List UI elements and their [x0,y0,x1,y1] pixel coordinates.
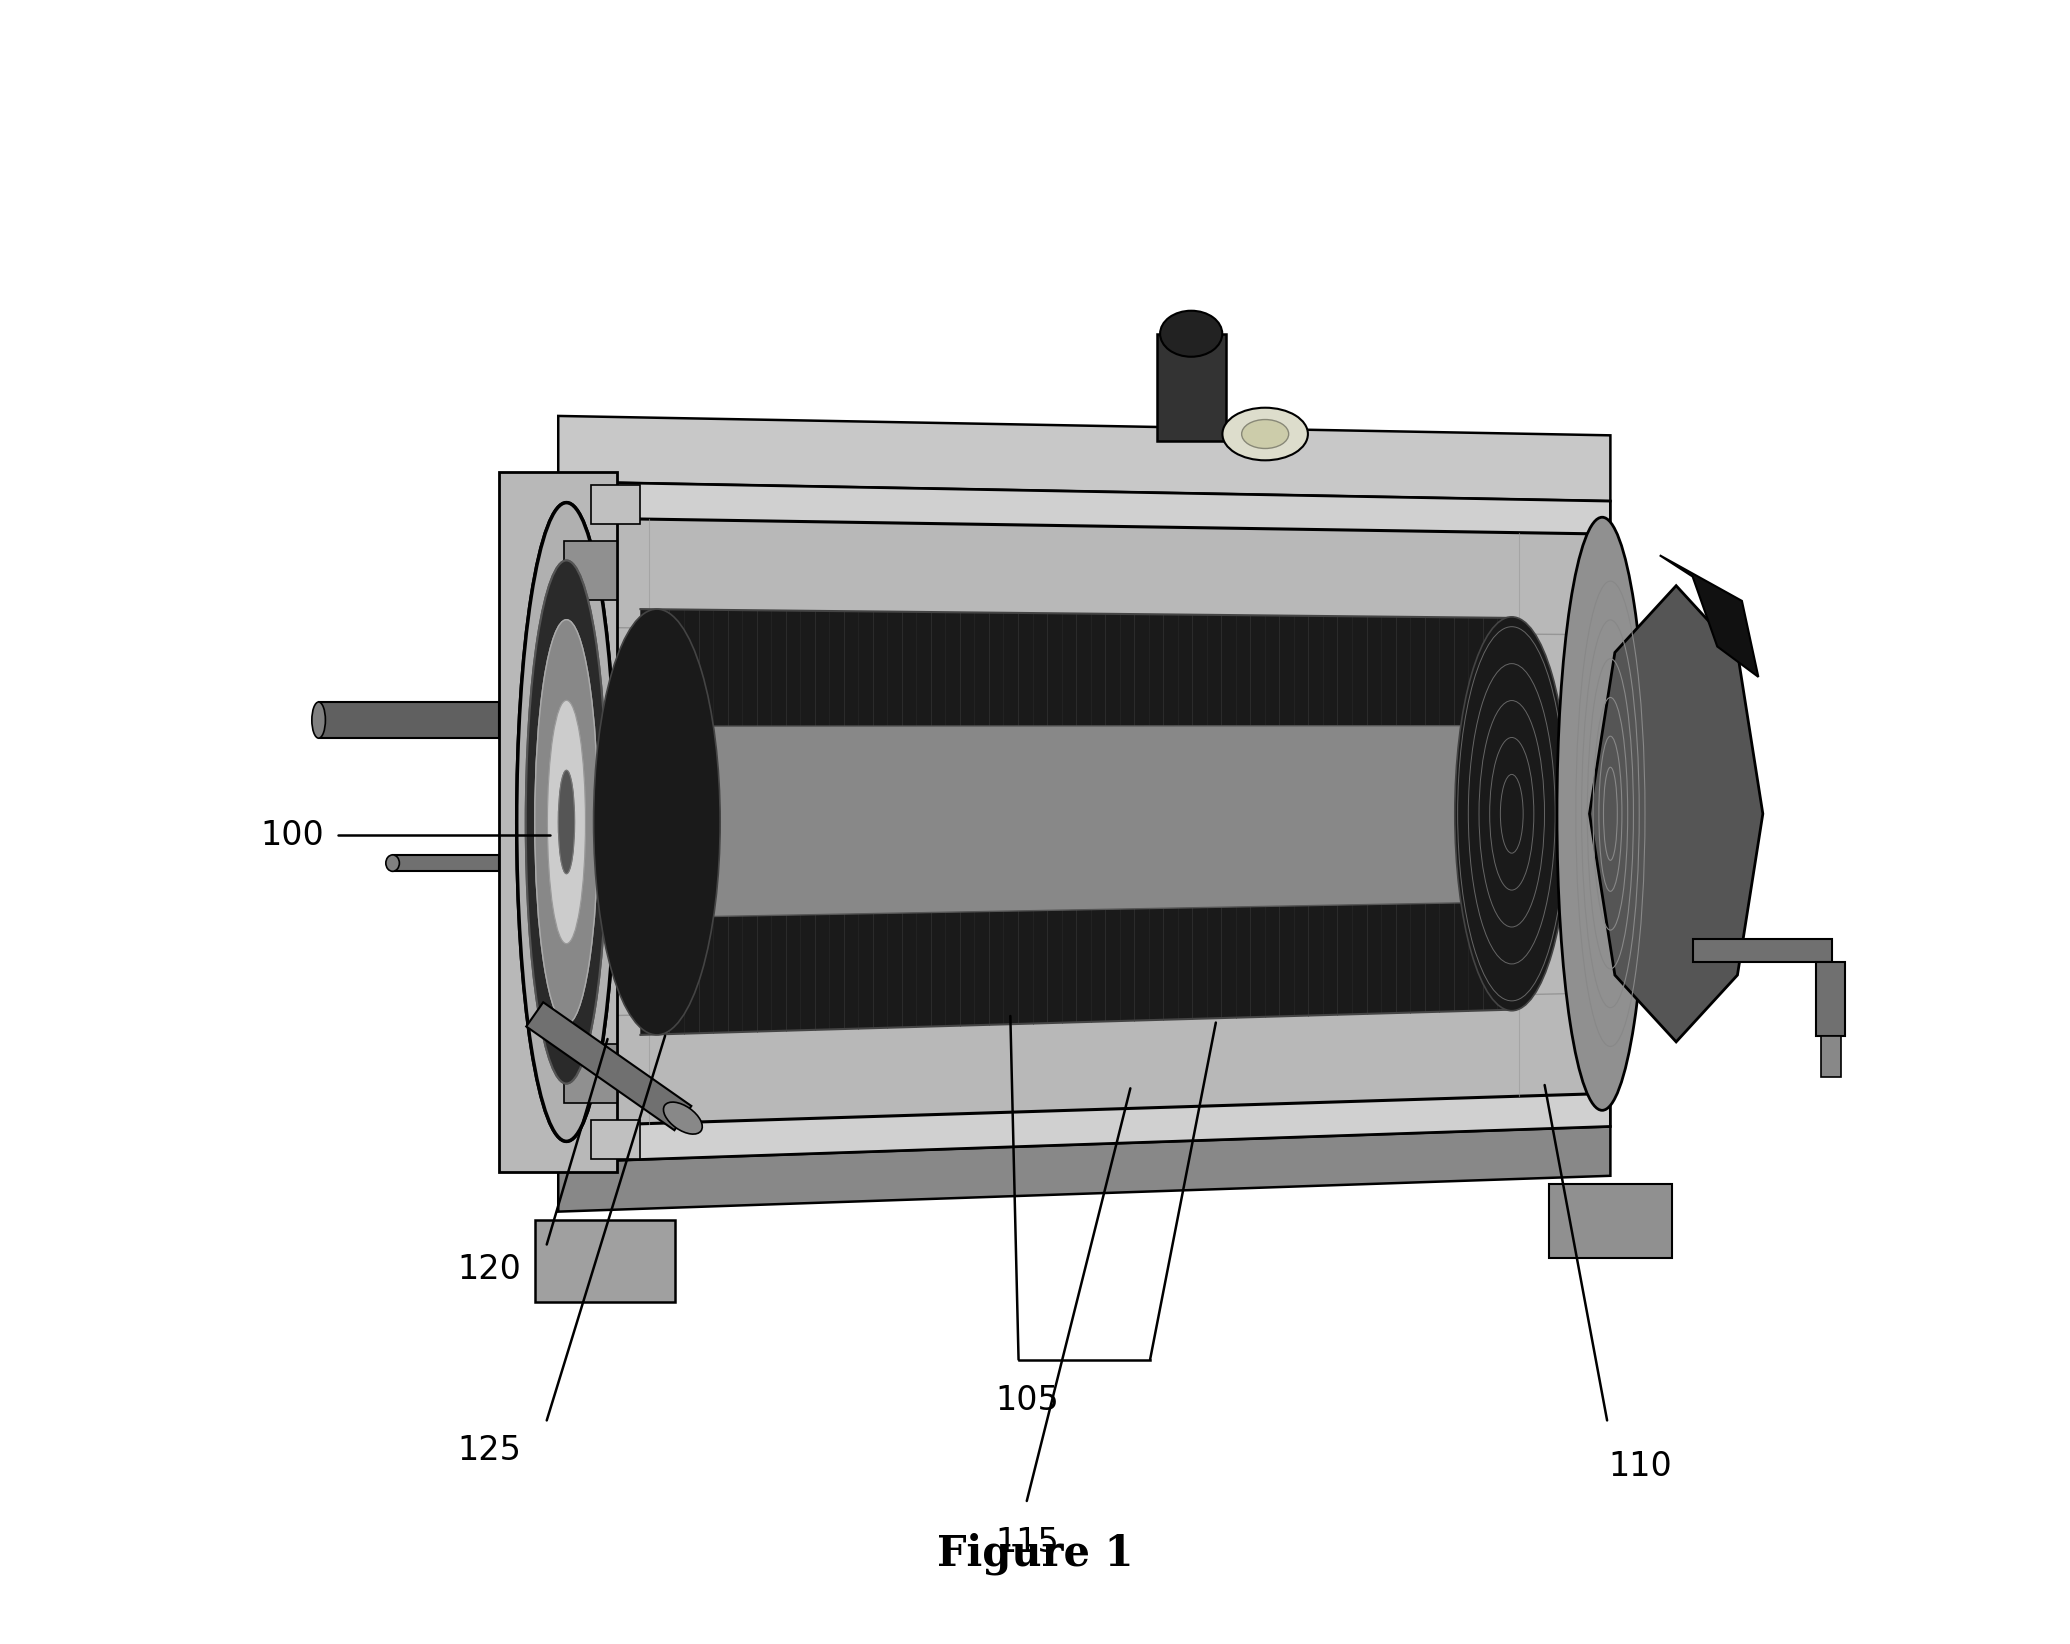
Ellipse shape [664,1101,702,1134]
Polygon shape [640,725,1511,917]
Ellipse shape [534,620,598,1024]
Bar [1815,962,1846,1036]
Bar [1548,1184,1673,1258]
Polygon shape [1660,556,1757,677]
Ellipse shape [546,700,586,944]
Text: 115: 115 [996,1526,1058,1559]
Polygon shape [559,416,1610,501]
Polygon shape [640,610,1511,1036]
Text: Figure 1: Figure 1 [938,1532,1132,1575]
Bar [536,1220,675,1302]
Text: 105: 105 [996,1384,1058,1417]
Bar [499,472,617,1172]
Text: 100: 100 [261,819,323,852]
Ellipse shape [1455,616,1569,1011]
Bar [393,855,499,871]
Ellipse shape [526,561,607,1083]
Polygon shape [559,482,1610,1162]
Text: 110: 110 [1608,1450,1673,1483]
Polygon shape [1590,585,1764,1042]
Ellipse shape [1242,419,1290,449]
Ellipse shape [1557,518,1648,1110]
Ellipse shape [518,503,617,1141]
Bar [1822,1036,1840,1077]
Bar [319,702,499,738]
Bar [565,1044,617,1103]
Bar [565,541,617,600]
Polygon shape [567,518,1602,1126]
Polygon shape [526,1003,691,1129]
Ellipse shape [559,771,575,873]
Ellipse shape [313,702,325,738]
Bar [1157,334,1225,441]
Bar [592,485,640,524]
Text: 125: 125 [457,1434,522,1466]
Ellipse shape [526,561,607,1083]
Bar [1693,939,1832,962]
Ellipse shape [559,771,575,873]
Text: 120: 120 [457,1253,522,1286]
Ellipse shape [518,503,617,1141]
Ellipse shape [546,700,586,944]
Bar [592,1120,640,1159]
Ellipse shape [1223,408,1308,460]
Ellipse shape [534,620,598,1024]
Ellipse shape [385,855,400,871]
Ellipse shape [594,610,720,1036]
Ellipse shape [1159,311,1221,357]
Polygon shape [559,1126,1610,1212]
